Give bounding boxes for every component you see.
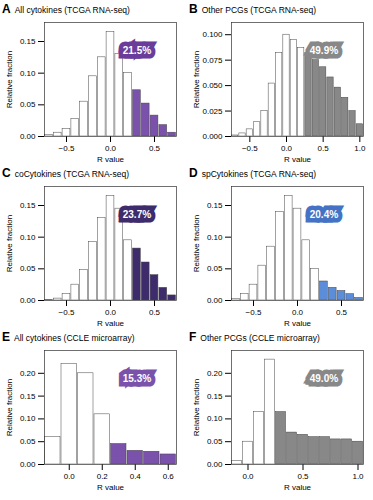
svg-text:0.00: 0.00 bbox=[207, 460, 223, 469]
svg-text:0.0: 0.0 bbox=[64, 472, 76, 481]
svg-text:0.05: 0.05 bbox=[207, 437, 223, 446]
svg-text:0.5: 0.5 bbox=[336, 308, 348, 317]
svg-text:0.10: 0.10 bbox=[207, 233, 223, 242]
svg-text:0.025: 0.025 bbox=[202, 107, 223, 116]
svg-text:Relative fraction: Relative fraction bbox=[5, 51, 14, 108]
svg-text:0.050: 0.050 bbox=[202, 81, 223, 90]
svg-text:−0.5: −0.5 bbox=[59, 144, 75, 153]
html-text:A All cytokines (TCGA RNA-seq): A All cytokines (TCGA RNA-seq) bbox=[2, 2, 130, 16]
svg-text:0.05: 0.05 bbox=[20, 264, 36, 273]
svg-text:0.2: 0.2 bbox=[97, 472, 109, 481]
svg-text:0.4: 0.4 bbox=[130, 472, 142, 481]
svg-text:0.05: 0.05 bbox=[20, 100, 36, 109]
svg-text:Relative fraction: Relative fraction bbox=[192, 379, 201, 436]
svg-text:R value: R value bbox=[284, 319, 312, 328]
svg-text:0.0: 0.0 bbox=[105, 144, 117, 153]
svg-text:0.0: 0.0 bbox=[281, 144, 293, 153]
html-text:E All cytokines (CCLE microarr: E All cytokines (CCLE microarray) bbox=[2, 330, 135, 344]
svg-text:0.05: 0.05 bbox=[207, 264, 223, 273]
svg-text:−0.5: −0.5 bbox=[59, 308, 75, 317]
svg-text:20.4%: 20.4% bbox=[310, 209, 338, 220]
svg-text:0.15: 0.15 bbox=[20, 37, 36, 46]
svg-text:1.0: 1.0 bbox=[354, 144, 366, 153]
svg-text:0.0: 0.0 bbox=[242, 472, 254, 481]
svg-text:49.9%: 49.9% bbox=[310, 45, 338, 56]
svg-text:R value: R value bbox=[284, 483, 312, 492]
svg-text:0.6: 0.6 bbox=[163, 472, 175, 481]
svg-text:0.15: 0.15 bbox=[207, 201, 223, 210]
svg-text:R value: R value bbox=[97, 155, 125, 164]
svg-text:0.20: 0.20 bbox=[207, 369, 223, 378]
svg-text:0.00: 0.00 bbox=[20, 296, 36, 305]
svg-text:23.7%: 23.7% bbox=[123, 209, 151, 220]
html-text:B Other PCGs (TCGA RNA-seq): B Other PCGs (TCGA RNA-seq) bbox=[189, 2, 316, 16]
svg-text:0.5: 0.5 bbox=[318, 144, 330, 153]
svg-text:0.15: 0.15 bbox=[20, 201, 36, 210]
svg-text:0.0: 0.0 bbox=[292, 308, 304, 317]
svg-text:0.5: 0.5 bbox=[297, 472, 309, 481]
svg-text:Relative fraction: Relative fraction bbox=[5, 215, 14, 272]
svg-text:−0.5: −0.5 bbox=[242, 144, 258, 153]
svg-text:0.0: 0.0 bbox=[105, 308, 117, 317]
svg-text:0.00: 0.00 bbox=[207, 296, 223, 305]
svg-text:1.0: 1.0 bbox=[352, 472, 364, 481]
svg-text:−0.5: −0.5 bbox=[246, 308, 262, 317]
svg-text:0.075: 0.075 bbox=[202, 56, 223, 65]
svg-text:R value: R value bbox=[284, 155, 312, 164]
svg-text:Relative fraction: Relative fraction bbox=[192, 51, 201, 108]
html-text:D spCytokines (TCGA RNA-seq): D spCytokines (TCGA RNA-seq) bbox=[189, 166, 316, 180]
html-text:C coCytokines (TCGA RNA-seq): C coCytokines (TCGA RNA-seq) bbox=[2, 166, 129, 180]
svg-text:0.10: 0.10 bbox=[207, 414, 223, 423]
html-text:F Other PCGs (CCLE microarray): F Other PCGs (CCLE microarray) bbox=[189, 330, 320, 344]
svg-text:0.10: 0.10 bbox=[20, 233, 36, 242]
svg-text:15.3%: 15.3% bbox=[123, 373, 151, 384]
svg-text:49.0%: 49.0% bbox=[310, 373, 338, 384]
svg-text:0.5: 0.5 bbox=[149, 308, 161, 317]
svg-text:0.10: 0.10 bbox=[20, 69, 36, 78]
svg-text:0.5: 0.5 bbox=[149, 144, 161, 153]
svg-text:Relative fraction: Relative fraction bbox=[5, 379, 14, 436]
svg-text:R value: R value bbox=[97, 319, 125, 328]
svg-text:0.00: 0.00 bbox=[20, 132, 36, 141]
svg-text:0.100: 0.100 bbox=[202, 30, 223, 39]
svg-text:0.00: 0.00 bbox=[20, 460, 36, 469]
svg-text:0.20: 0.20 bbox=[20, 369, 36, 378]
svg-text:0.10: 0.10 bbox=[20, 414, 36, 423]
svg-text:Relative fraction: Relative fraction bbox=[192, 215, 201, 272]
svg-text:0.15: 0.15 bbox=[207, 392, 223, 401]
svg-text:21.5%: 21.5% bbox=[123, 45, 151, 56]
svg-text:0.000: 0.000 bbox=[202, 132, 223, 141]
svg-text:R value: R value bbox=[97, 483, 125, 492]
svg-text:0.15: 0.15 bbox=[20, 392, 36, 401]
svg-text:0.05: 0.05 bbox=[20, 437, 36, 446]
